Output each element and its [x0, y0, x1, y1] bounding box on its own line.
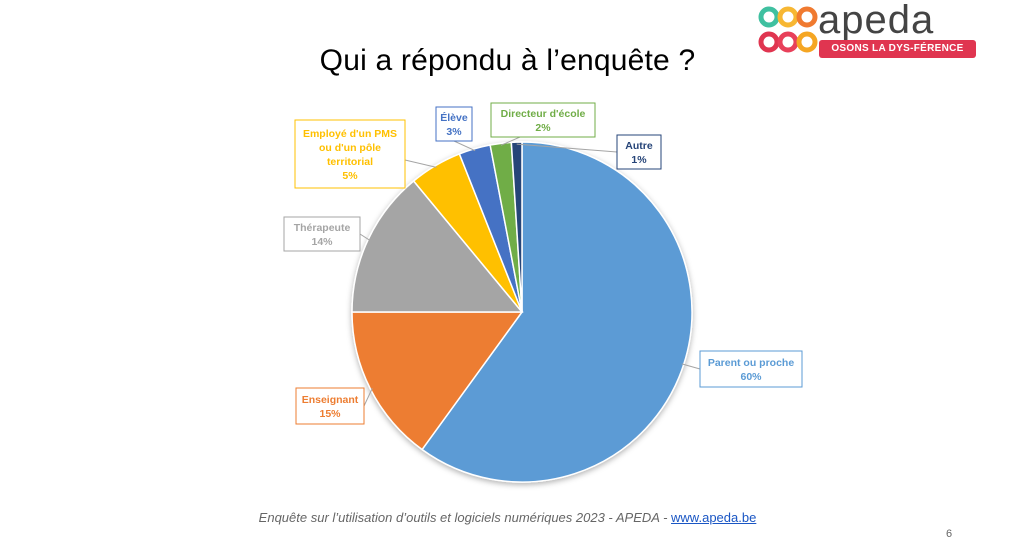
data-label-box	[490, 102, 596, 138]
footer: Enquête sur l’utilisation d’outils et lo…	[0, 510, 1015, 525]
data-label-name: Parent ou proche	[708, 357, 795, 369]
leader-line	[681, 363, 701, 370]
page-title: Qui a répondu à l’enquête ?	[319, 44, 696, 77]
data-label-value: 5%	[342, 170, 358, 182]
logo-tagline: OSONS LA DYS-FÉRENCE	[819, 40, 976, 58]
data-label-box	[294, 119, 406, 189]
leader-line	[516, 143, 618, 153]
data-label-name: Élève	[440, 111, 468, 124]
data-label-box	[295, 387, 365, 425]
leader-line	[500, 136, 521, 146]
leader-line	[359, 233, 371, 241]
logo-dots-icon	[758, 6, 818, 53]
footer-text: Enquête sur l’utilisation d’outils et lo…	[258, 510, 672, 525]
logo-dot	[758, 31, 780, 53]
leader-line	[363, 388, 373, 407]
data-label-box	[699, 350, 803, 388]
logo-word: apeda	[818, 0, 935, 42]
data-label-name: Directeur d'école	[501, 108, 586, 120]
pie-chart: Parent ou proche 60% Enseignant 15% Thérapeu…	[283, 102, 803, 483]
logo-dot	[777, 6, 799, 28]
data-label-name: Employé d'un PMS	[303, 128, 397, 140]
pie-slice	[510, 141, 523, 313]
apeda-logo: apeda OSONS LA DYS-FÉRENCE	[758, 0, 983, 60]
data-label-name: Autre	[625, 140, 653, 152]
data-label-box	[616, 134, 662, 170]
leader-line	[404, 159, 437, 168]
footer-link[interactable]: www.apeda.be	[671, 510, 757, 525]
data-label-name: Enseignant	[302, 394, 359, 406]
logo-dot	[796, 31, 818, 53]
leader-line	[453, 140, 476, 152]
data-label-name: territorial	[327, 156, 373, 168]
data-label-name: Thérapeute	[294, 222, 351, 234]
data-label-value: 1%	[631, 154, 647, 166]
data-label-name: ou d'un pôle	[319, 142, 381, 154]
data-label-box	[435, 106, 473, 142]
page-number: 6	[946, 528, 953, 540]
pie-slice	[351, 311, 524, 451]
logo-dot	[796, 6, 818, 28]
data-label-value: 60%	[740, 371, 762, 383]
logo-dot	[777, 31, 799, 53]
data-label-box	[283, 216, 361, 252]
data-label-value: 14%	[311, 236, 333, 248]
data-label-value: 2%	[535, 122, 551, 134]
data-label-value: 3%	[446, 126, 462, 138]
logo-dot	[758, 6, 780, 28]
data-label-value: 15%	[319, 408, 341, 420]
